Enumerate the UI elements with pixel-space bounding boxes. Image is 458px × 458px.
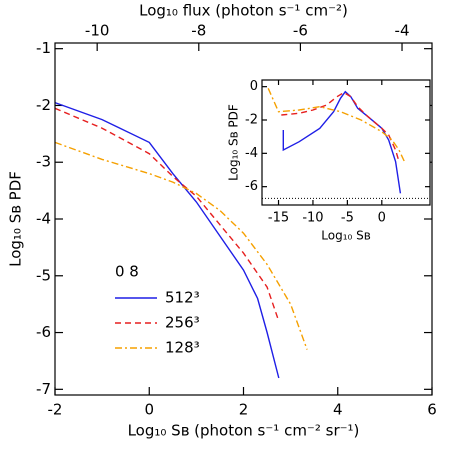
x-tick-label: -15: [268, 211, 289, 226]
y-tick-label: -4: [245, 146, 258, 161]
y-tick-label: -4: [36, 210, 51, 228]
plot-frame: [54, 42, 433, 396]
plot-frame: [261, 79, 431, 206]
x-axis-label: Log₁₀ Sʙ (photon s⁻¹ cm⁻² sr⁻¹): [128, 422, 360, 440]
y-axis-label: Log₁₀ Sʙ PDF: [227, 104, 241, 181]
x-tick-label: -5: [341, 211, 354, 226]
series-line: [54, 101, 280, 379]
inset-background: [262, 80, 430, 205]
legend-title: 0 8: [115, 263, 139, 281]
series-line: [281, 91, 400, 162]
x-tick-label: 0: [378, 211, 386, 226]
y-tick-label: -6: [36, 323, 51, 341]
y-tick-label: -5: [36, 266, 51, 284]
y-tick-label: -3: [36, 153, 51, 171]
y-tick-label: -2: [36, 96, 51, 114]
x-tick-label: 6: [427, 401, 437, 419]
series-line: [282, 90, 402, 194]
y-tick-label: -7: [36, 380, 51, 398]
series-line: [267, 88, 406, 162]
x2-tick-label: -6: [293, 22, 308, 40]
x2-axis-label: Log₁₀ flux (photon s⁻¹ cm⁻²): [139, 2, 348, 20]
y-tick-label: 0: [250, 79, 258, 94]
x2-tick-label: -4: [395, 22, 410, 40]
x-tick-label: -10: [302, 211, 323, 226]
legend-label: 256³: [165, 314, 200, 332]
y-tick-label: -2: [245, 113, 258, 128]
series-line: [54, 141, 308, 350]
x-tick-label: 0: [144, 401, 154, 419]
x-axis-label: Log₁₀ Sʙ: [321, 229, 370, 243]
legend-label: 512³: [165, 289, 200, 307]
legend-label: 128³: [165, 339, 200, 357]
y-axis-label: Log₁₀ Sʙ PDF: [7, 171, 25, 267]
x2-tick-label: -8: [191, 22, 206, 40]
y-tick-label: -6: [245, 179, 258, 194]
x-tick-label: 4: [333, 401, 343, 419]
x-tick-label: -2: [48, 401, 63, 419]
x2-tick-label: -10: [85, 22, 110, 40]
x-tick-label: 2: [239, 401, 249, 419]
y-tick-label: -1: [36, 39, 51, 57]
